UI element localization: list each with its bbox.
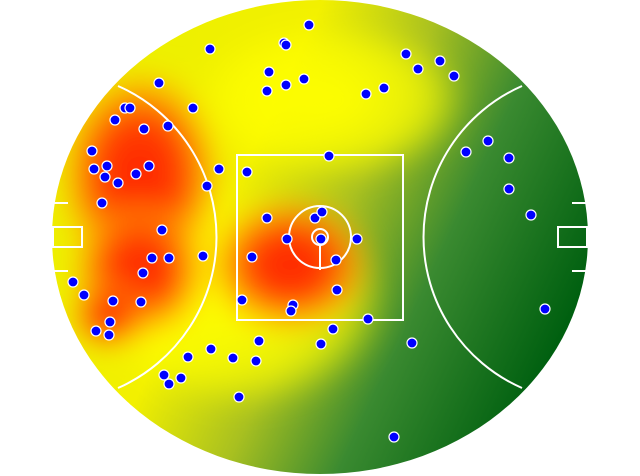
point [298, 73, 310, 85]
point [112, 177, 124, 189]
point [323, 150, 335, 162]
point [138, 123, 150, 135]
point [88, 163, 100, 175]
point [327, 323, 339, 335]
point [263, 66, 275, 78]
point [96, 197, 108, 209]
point [253, 335, 265, 347]
point [241, 166, 253, 178]
point [158, 369, 170, 381]
point [130, 168, 142, 180]
point [137, 267, 149, 279]
point [236, 294, 248, 306]
point [246, 251, 258, 263]
point [330, 254, 342, 266]
point [460, 146, 472, 158]
point [360, 88, 372, 100]
point [204, 43, 216, 55]
point [315, 338, 327, 350]
point [331, 284, 343, 296]
point [261, 85, 273, 97]
point [303, 19, 315, 31]
point [182, 351, 194, 363]
point [78, 289, 90, 301]
point [412, 63, 424, 75]
point [261, 212, 273, 224]
point [525, 209, 537, 221]
point [250, 355, 262, 367]
point [316, 206, 328, 218]
point [503, 152, 515, 164]
point [280, 79, 292, 91]
field-markings [52, 85, 588, 389]
point [103, 329, 115, 341]
point [162, 120, 174, 132]
point [448, 70, 460, 82]
point [227, 352, 239, 364]
point [315, 233, 327, 245]
point [109, 114, 121, 126]
point [187, 102, 199, 114]
point [107, 295, 119, 307]
point [67, 276, 79, 288]
point [205, 343, 217, 355]
points [67, 19, 551, 443]
point [156, 224, 168, 236]
point [153, 77, 165, 89]
point [90, 325, 102, 337]
point [400, 48, 412, 60]
point [285, 305, 297, 317]
point [280, 39, 292, 51]
point [197, 250, 209, 262]
point [135, 296, 147, 308]
point [163, 252, 175, 264]
point [124, 102, 136, 114]
point [99, 171, 111, 183]
point [104, 316, 116, 328]
point [388, 431, 400, 443]
point [539, 303, 551, 315]
point [378, 82, 390, 94]
point [362, 313, 374, 325]
point [201, 180, 213, 192]
point [309, 212, 321, 224]
point [86, 145, 98, 157]
point [434, 55, 446, 67]
point [163, 378, 175, 390]
point [406, 337, 418, 349]
point [146, 252, 158, 264]
point [503, 183, 515, 195]
point [101, 160, 113, 172]
point [233, 391, 245, 403]
point [482, 135, 494, 147]
point [281, 233, 293, 245]
point [213, 163, 225, 175]
point [351, 233, 363, 245]
point [143, 160, 155, 172]
point [175, 372, 187, 384]
